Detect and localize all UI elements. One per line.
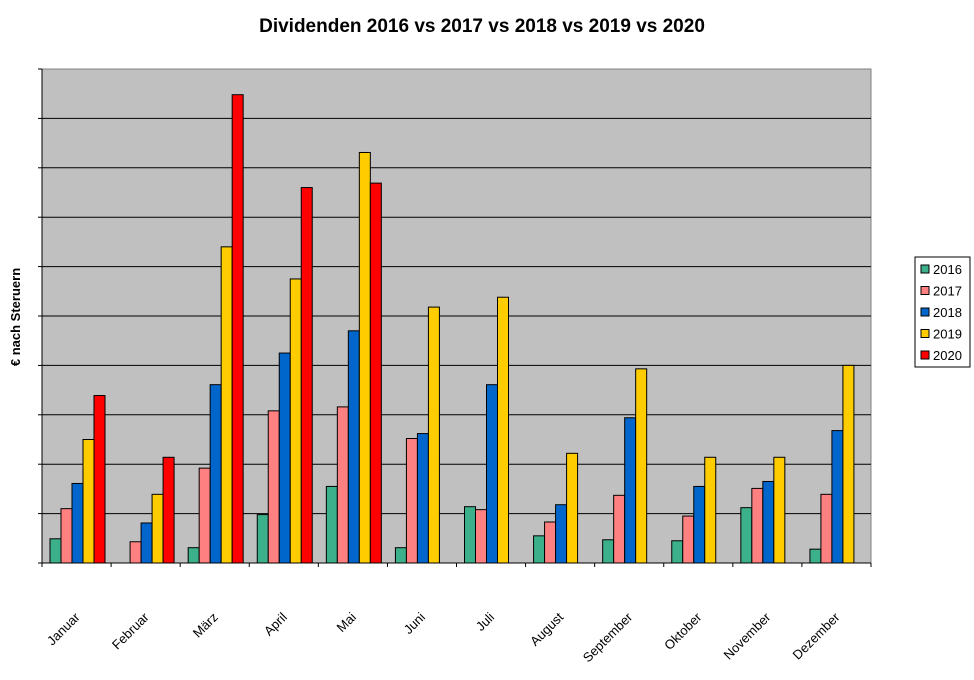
bar-2018-1	[71, 482, 84, 564]
bar-2018-7	[486, 384, 498, 564]
bar-2019-9	[635, 368, 648, 564]
bar-2020-5	[369, 182, 382, 564]
x-tick-label: August	[527, 609, 566, 648]
x-tick-label: Juni	[401, 609, 429, 637]
bar-2018-3	[209, 384, 222, 564]
legend-label-2016: 2016	[933, 262, 962, 277]
bar-2019-7	[497, 296, 509, 564]
bar-2016-11	[740, 507, 753, 564]
bar-2019-3	[220, 246, 233, 564]
x-tick-label: November	[720, 609, 773, 662]
bar-2017-11	[751, 487, 764, 564]
bar-2019-2	[151, 493, 164, 564]
x-tick-label: September	[580, 609, 636, 665]
bar-2019-8	[566, 452, 579, 564]
bar-2020-4	[300, 187, 313, 564]
bar-2016-7	[464, 506, 476, 564]
bar-2019-5	[358, 151, 371, 564]
plot-area: Januar Februar März April Mai Juni Juli August S…	[38, 68, 872, 665]
x-tick-label: Februar	[109, 609, 152, 652]
bar-2018-11	[762, 480, 775, 564]
x-tick-label: Dezember	[790, 609, 843, 662]
bar-2017-6	[405, 438, 418, 564]
bar-2016-5	[325, 485, 338, 564]
bar-2017-5	[336, 406, 349, 564]
bar-2017-3	[198, 467, 211, 564]
bar-2016-12	[809, 548, 822, 564]
bar-2016-10	[671, 540, 684, 564]
bar-2019-4	[289, 278, 302, 564]
legend: 2016 2017 2018 2019 2020	[914, 256, 971, 368]
bar-2019-10	[704, 456, 717, 564]
legend-swatch-2016	[920, 264, 930, 274]
legend-label-2018: 2018	[933, 305, 962, 320]
bar-2017-12	[820, 493, 833, 564]
bar-2017-8	[544, 521, 557, 564]
x-tick-label: Juli	[473, 609, 497, 633]
bar-2016-4	[256, 514, 269, 564]
x-tick-label: Oktober	[661, 609, 705, 653]
bar-2018-4	[278, 352, 291, 564]
legend-label-2017: 2017	[933, 284, 962, 299]
bar-2018-2	[140, 522, 153, 564]
bar-2016-8	[533, 535, 546, 564]
bar-2018-6	[416, 433, 429, 564]
y-axis-label: € nach Steruern	[8, 268, 23, 366]
chart-title: Dividenden 2016 vs 2017 vs 2018 vs 2019 …	[259, 16, 705, 37]
legend-label-2019: 2019	[933, 327, 962, 342]
legend-swatch-2019	[920, 329, 930, 338]
bar-2019-1	[82, 439, 95, 564]
bar-2020-1	[93, 395, 106, 564]
bar-2016-1	[49, 538, 62, 564]
bar-2017-4	[267, 410, 280, 564]
bar-2017-10	[682, 515, 695, 564]
legend-label-2020: 2020	[933, 348, 962, 363]
bar-2018-10	[693, 485, 706, 564]
x-tick-label: Mai	[334, 609, 359, 634]
bar-2017-2	[129, 541, 142, 564]
bar-2020-2	[162, 456, 175, 564]
legend-swatch-2020	[920, 350, 930, 360]
bar-2019-12	[842, 364, 855, 564]
x-tick-label: April	[261, 609, 290, 638]
bar-2016-9	[602, 539, 615, 564]
bar-2016-3	[187, 547, 200, 564]
x-tick-label: Januar	[44, 609, 83, 648]
x-tick-label: März	[190, 610, 221, 641]
legend-swatch-2017	[920, 286, 930, 295]
bar-2016-6	[394, 547, 407, 564]
bar-2019-11	[773, 456, 786, 564]
bar-2019-6	[427, 306, 440, 564]
bar-2017-7	[475, 509, 487, 564]
bar-2018-9	[624, 417, 637, 564]
bar-2018-8	[555, 504, 568, 564]
bar-2020-3	[231, 94, 244, 564]
bar-2018-12	[831, 430, 844, 564]
bar-2018-5	[347, 330, 360, 564]
bar-2017-9	[613, 494, 626, 564]
bar-2017-1	[60, 508, 73, 564]
legend-swatch-2018	[920, 307, 930, 317]
